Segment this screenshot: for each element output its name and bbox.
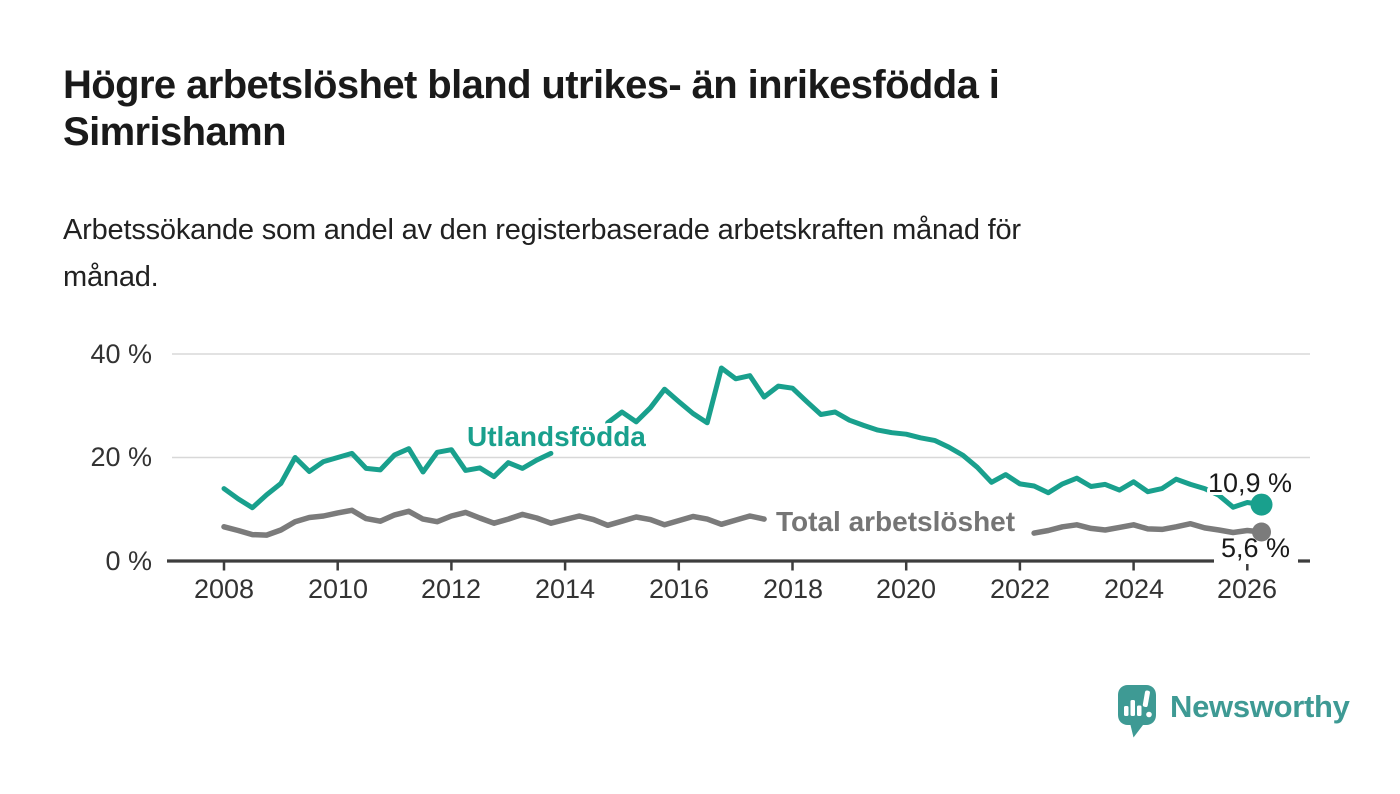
- x-axis-label: 2026: [1216, 574, 1278, 604]
- series-label-utlandsfodda: Utlandsfödda: [467, 421, 646, 452]
- x-axis-label: 2018: [762, 574, 824, 604]
- chart-labels: Utlandsfödda Total arbetslöshet 10,9 % 5…: [464, 418, 1298, 566]
- newsworthy-logo: Newsworthy: [1117, 684, 1350, 740]
- chart-dots: [1250, 493, 1273, 542]
- x-axis-label: 2010: [307, 574, 369, 604]
- chart-layers: [167, 353, 1310, 571]
- logo-wordmark: Newsworthy: [1170, 689, 1350, 724]
- series-end-dot-1: [1252, 522, 1272, 542]
- x-axis-label: 2022: [989, 574, 1051, 604]
- y-axis-label: 40 %: [90, 339, 152, 369]
- logo-speech-bubble-bar-chart-icon: [1118, 685, 1156, 738]
- series-line-1: [221, 507, 1265, 538]
- label-background-mask: [1214, 537, 1298, 564]
- x-axis-label: 2012: [420, 574, 482, 604]
- x-axis-label: 2016: [648, 574, 710, 604]
- y-axis-label: 20 %: [90, 442, 152, 472]
- end-value-utlandsfodda: 10,9 %: [1208, 468, 1292, 498]
- x-axis-label: 2014: [534, 574, 596, 604]
- chart-title: Högre arbetslöshet bland utrikes- än inr…: [63, 63, 1000, 154]
- x-axis-label: 2024: [1103, 574, 1165, 604]
- y-axis-label: 0 %: [105, 546, 152, 576]
- series-label-total-arbetsloshet: Total arbetslöshet: [776, 506, 1015, 537]
- chart-subtitle: Arbetssökande som andel av den registerb…: [63, 214, 1021, 293]
- x-axis-label: 2020: [875, 574, 937, 604]
- x-axis-label: 2008: [193, 574, 255, 604]
- series-line-0: [221, 365, 1264, 511]
- series-end-dot-0: [1250, 493, 1273, 516]
